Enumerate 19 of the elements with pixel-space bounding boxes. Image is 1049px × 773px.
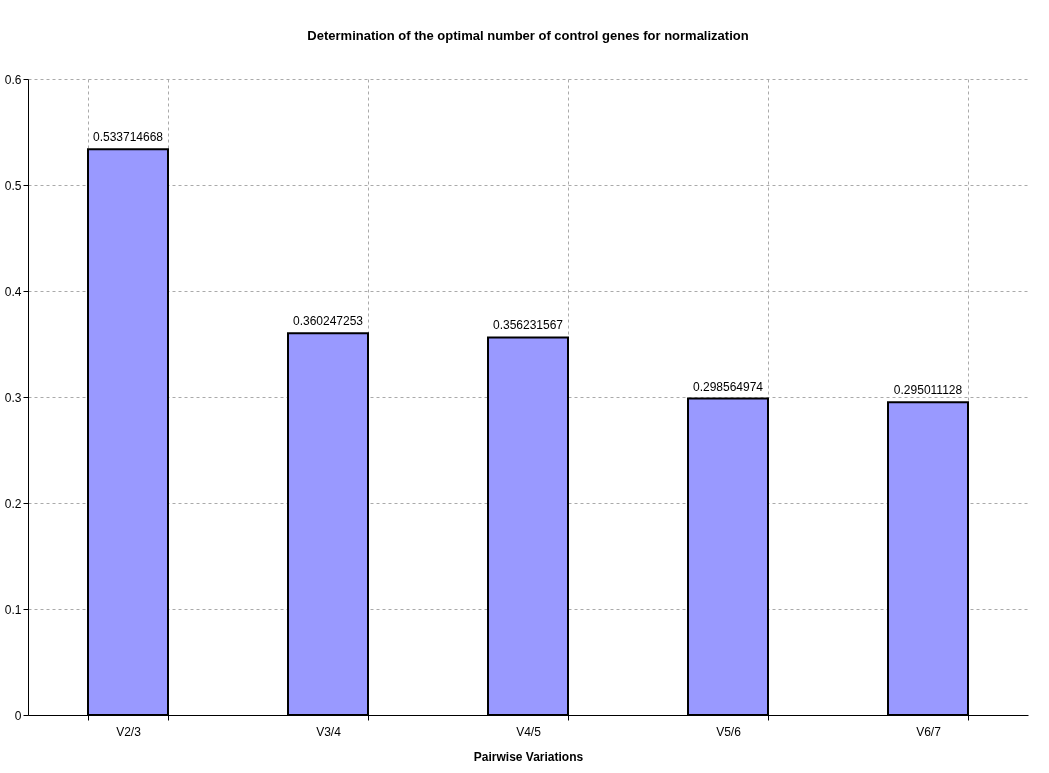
y-tick-label: 0.4 — [4, 284, 22, 299]
y-tick-label: 0.3 — [4, 390, 22, 405]
chart-title: Determination of the optimal number of control genes for normalization — [307, 28, 749, 43]
data-label: 0.360247253 — [292, 314, 364, 329]
y-tick-label: 0 — [14, 708, 22, 723]
data-label: 0.298564974 — [692, 379, 764, 394]
y-tick-label: 0.2 — [4, 496, 22, 511]
data-label: 0.533714668 — [92, 130, 164, 145]
x-axis-title: Pairwise Variations — [473, 749, 584, 764]
y-tick-label: 0.5 — [4, 178, 22, 193]
x-tick-label: V3/4 — [316, 724, 342, 739]
x-tick-label: V6/7 — [916, 724, 942, 739]
x-tick-label: V4/5 — [516, 724, 542, 739]
y-tick-label: 0.6 — [4, 72, 22, 87]
data-label: 0.295011128 — [893, 383, 963, 398]
x-tick-label: V2/3 — [116, 724, 142, 739]
data-label: 0.356231567 — [492, 318, 564, 333]
x-tick-label: V5/6 — [716, 724, 742, 739]
y-tick-label: 0.1 — [4, 602, 22, 617]
